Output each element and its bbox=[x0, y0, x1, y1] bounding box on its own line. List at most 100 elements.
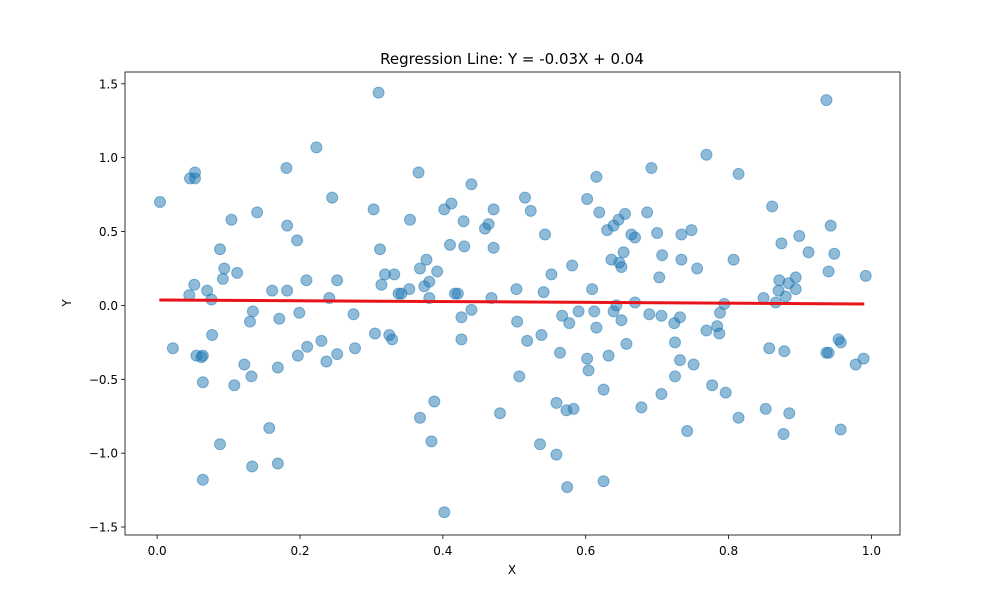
point bbox=[775, 237, 788, 250]
point bbox=[655, 309, 668, 322]
point bbox=[656, 249, 669, 262]
point bbox=[428, 395, 441, 408]
point bbox=[834, 336, 847, 349]
y-tick-label: 1.5 bbox=[99, 77, 118, 91]
y-tick-label: 0.5 bbox=[99, 225, 118, 239]
point bbox=[802, 246, 815, 259]
point bbox=[620, 337, 633, 350]
point bbox=[822, 346, 835, 359]
point bbox=[534, 438, 546, 451]
point bbox=[228, 379, 241, 392]
plot-frame bbox=[124, 71, 901, 536]
point bbox=[445, 197, 458, 210]
regression-line bbox=[159, 298, 865, 306]
point bbox=[326, 191, 339, 204]
point bbox=[556, 309, 569, 322]
point bbox=[617, 246, 630, 259]
point bbox=[550, 448, 563, 461]
point bbox=[537, 286, 550, 299]
point bbox=[216, 272, 229, 285]
point bbox=[602, 349, 615, 362]
point bbox=[455, 311, 468, 324]
point bbox=[675, 253, 688, 266]
point bbox=[615, 314, 628, 327]
point bbox=[563, 317, 576, 330]
point bbox=[545, 268, 558, 281]
point bbox=[653, 271, 666, 284]
point bbox=[271, 361, 284, 374]
point bbox=[629, 231, 641, 244]
point bbox=[572, 305, 585, 318]
point bbox=[759, 402, 772, 415]
point bbox=[369, 327, 381, 340]
point bbox=[331, 348, 344, 361]
point bbox=[404, 213, 416, 226]
point bbox=[681, 424, 694, 437]
point bbox=[511, 315, 524, 328]
point bbox=[783, 407, 796, 420]
point bbox=[214, 243, 226, 256]
point bbox=[457, 215, 470, 228]
point bbox=[789, 271, 802, 284]
point bbox=[465, 303, 478, 316]
point bbox=[374, 243, 386, 256]
point bbox=[789, 283, 802, 296]
chart-title: Regression Line: Y = -0.03X + 0.04 bbox=[380, 50, 644, 68]
point bbox=[706, 379, 719, 392]
point bbox=[293, 306, 306, 319]
point bbox=[291, 234, 304, 247]
point bbox=[859, 269, 872, 282]
point bbox=[414, 411, 426, 424]
point bbox=[766, 200, 779, 213]
point bbox=[166, 342, 179, 355]
point bbox=[251, 206, 264, 219]
point bbox=[820, 94, 833, 107]
point bbox=[425, 435, 438, 448]
point bbox=[465, 178, 478, 191]
point bbox=[280, 162, 293, 175]
point bbox=[539, 228, 551, 241]
point bbox=[291, 349, 304, 362]
point bbox=[674, 311, 686, 324]
point bbox=[372, 86, 385, 99]
point bbox=[196, 473, 209, 486]
point bbox=[266, 284, 279, 297]
point bbox=[554, 346, 566, 359]
point bbox=[519, 191, 531, 204]
point bbox=[719, 386, 732, 399]
point bbox=[822, 265, 835, 278]
point bbox=[412, 166, 425, 179]
point bbox=[458, 240, 471, 253]
point bbox=[777, 427, 790, 440]
point bbox=[451, 287, 464, 300]
point bbox=[214, 438, 226, 451]
point bbox=[331, 274, 344, 287]
point bbox=[687, 358, 700, 371]
point bbox=[732, 167, 745, 180]
y-tick-label: 0.0 bbox=[99, 299, 118, 313]
point bbox=[685, 224, 698, 237]
point bbox=[524, 204, 537, 217]
point bbox=[281, 284, 294, 297]
point bbox=[779, 290, 792, 303]
point bbox=[597, 383, 610, 396]
x-tick-label: 0.6 bbox=[576, 544, 595, 558]
point bbox=[487, 203, 500, 216]
point bbox=[455, 333, 468, 346]
point bbox=[643, 308, 656, 321]
point bbox=[482, 218, 495, 231]
y-tick-label: −1.5 bbox=[89, 521, 118, 535]
point bbox=[218, 262, 231, 275]
point bbox=[188, 278, 201, 291]
point bbox=[849, 358, 862, 371]
point bbox=[386, 333, 399, 346]
point bbox=[588, 305, 601, 318]
point bbox=[763, 342, 776, 355]
point bbox=[669, 336, 681, 349]
point bbox=[238, 358, 251, 371]
point bbox=[487, 241, 500, 254]
point bbox=[310, 141, 323, 154]
point bbox=[732, 411, 745, 424]
point bbox=[403, 283, 416, 296]
